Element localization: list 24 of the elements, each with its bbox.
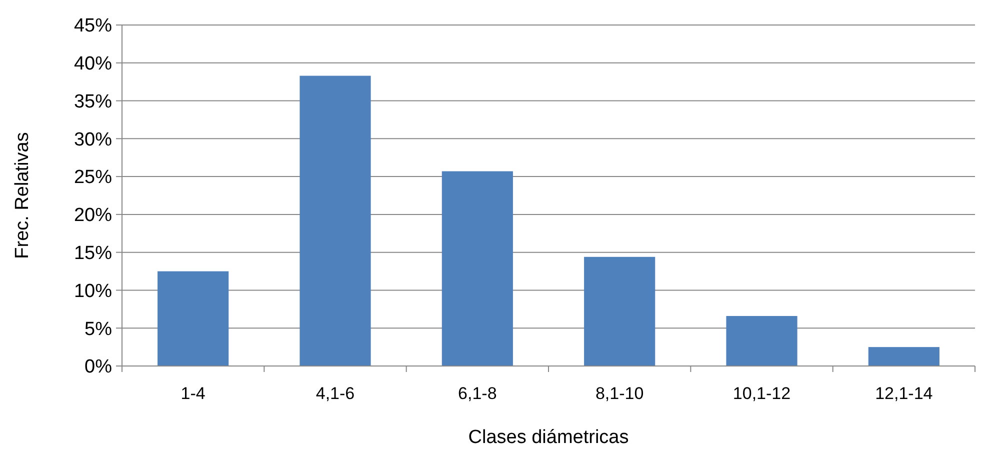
y-tick-label: 40% <box>74 54 112 75</box>
x-tick-label: 8,1-10 <box>595 384 644 403</box>
bar <box>726 316 798 366</box>
bar <box>158 271 229 366</box>
y-tick-label: 30% <box>74 129 112 150</box>
x-tick-label: 1-4 <box>180 384 206 403</box>
x-axis-title: Clases diámetricas <box>468 427 629 448</box>
y-tick-label: 35% <box>74 91 112 112</box>
bar <box>584 256 656 366</box>
y-tick-label: 10% <box>74 280 112 302</box>
bar <box>868 347 940 366</box>
y-tick-label: 25% <box>74 167 112 188</box>
bar <box>300 76 371 366</box>
y-tick-label: 45% <box>74 16 112 37</box>
y-tick-label: 0% <box>84 356 112 378</box>
bar <box>442 171 513 366</box>
y-axis-title: Frec. Relativas <box>12 132 33 259</box>
x-tick-label: 12,1-14 <box>875 384 933 403</box>
y-tick-label: 20% <box>74 205 112 226</box>
y-tick-label: 5% <box>84 318 112 340</box>
y-tick-label: 15% <box>74 242 112 264</box>
x-tick-label: 6,1-8 <box>458 384 497 403</box>
x-tick-label: 4,1-6 <box>316 384 355 403</box>
x-tick-label: 10,1-12 <box>732 384 791 403</box>
